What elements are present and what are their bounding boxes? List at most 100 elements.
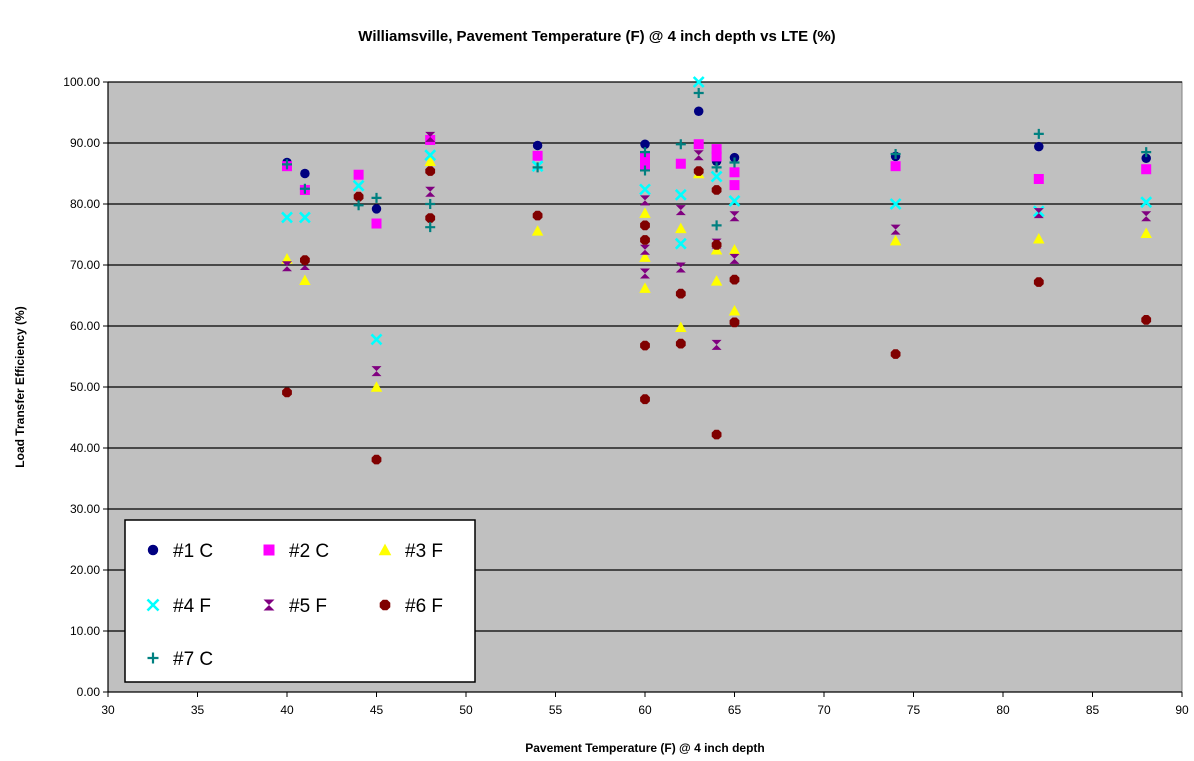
data-point — [693, 150, 704, 161]
x-tick-label: 60 — [638, 703, 652, 717]
data-point — [1141, 164, 1152, 175]
data-point — [281, 253, 293, 264]
data-point — [531, 225, 544, 236]
data-point — [1141, 153, 1151, 163]
data-point — [300, 168, 310, 179]
data-point — [729, 253, 740, 264]
data-point — [675, 338, 686, 349]
data-point — [640, 235, 650, 245]
data-point — [639, 207, 651, 218]
legend-marker — [147, 652, 159, 664]
data-point — [532, 210, 543, 221]
data-point — [693, 166, 704, 176]
data-point — [1033, 173, 1044, 184]
legend-label: #2 C — [289, 541, 329, 562]
legend-marker — [263, 599, 275, 611]
data-point — [728, 305, 741, 316]
data-point — [640, 195, 650, 206]
data-point — [640, 244, 650, 255]
legend-marker — [146, 598, 160, 612]
data-point — [1033, 128, 1044, 139]
y-tick-label: 50.00 — [70, 380, 100, 394]
y-tick-label: 10.00 — [70, 624, 100, 638]
y-tick-label: 90.00 — [70, 136, 100, 150]
data-point — [710, 170, 723, 183]
data-point — [1141, 211, 1152, 222]
legend-box — [124, 519, 476, 683]
data-point — [728, 195, 741, 207]
data-point — [1141, 315, 1152, 325]
data-point — [1033, 277, 1044, 287]
data-point — [693, 139, 704, 150]
data-point — [711, 144, 722, 155]
x-tick-label: 75 — [907, 703, 921, 717]
data-point — [299, 183, 310, 194]
data-point — [675, 262, 686, 273]
data-point — [729, 167, 740, 178]
y-tick-label: 60.00 — [70, 319, 100, 333]
data-point — [640, 220, 650, 231]
data-point — [281, 211, 293, 224]
data-point — [282, 387, 292, 398]
data-point — [424, 155, 436, 167]
data-point — [299, 274, 311, 285]
data-point — [371, 218, 382, 229]
legend: #1 C #2 C #3 F #4 F #5 F #6 F #7 C — [124, 519, 476, 683]
legend-marker — [147, 544, 159, 556]
data-point — [729, 211, 740, 222]
data-point — [640, 147, 650, 158]
data-point — [1033, 233, 1045, 244]
data-point — [890, 148, 901, 159]
data-point — [889, 198, 902, 210]
x-tick-label: 65 — [728, 703, 742, 717]
legend-label: #6 F — [405, 596, 443, 617]
data-point — [353, 200, 364, 211]
data-point — [674, 188, 687, 201]
data-point — [371, 454, 382, 465]
data-point — [639, 183, 651, 196]
data-point — [675, 139, 686, 150]
data-point — [675, 288, 686, 299]
data-point — [371, 366, 382, 377]
y-tick-label: 100.00 — [63, 75, 100, 89]
data-point — [675, 158, 686, 169]
data-point — [425, 222, 436, 233]
data-point — [370, 381, 383, 392]
x-axis-title: Pavement Temperature (F) @ 4 inch depth — [525, 741, 765, 755]
data-point — [1034, 141, 1044, 152]
x-tick-label: 45 — [370, 703, 384, 717]
legend-label: #1 C — [173, 541, 213, 562]
legend-label: #7 C — [173, 649, 213, 670]
y-axis-ticks: 0.00 10.00 20.00 30.00 40.00 50.00 60.00 70.00 8… — [63, 75, 108, 699]
data-point — [352, 179, 365, 192]
data-point — [692, 76, 705, 88]
data-point — [1140, 196, 1153, 209]
series-4f — [281, 76, 1153, 346]
data-point — [282, 261, 292, 272]
x-tick-label: 30 — [101, 703, 115, 717]
x-axis-ticks: 30 35 40 45 50 55 60 65 70 75 80 85 90 — [101, 692, 1189, 717]
x-tick-label: 85 — [1086, 703, 1100, 717]
data-point — [711, 240, 722, 250]
y-tick-label: 80.00 — [70, 197, 100, 211]
legend-marker — [378, 543, 392, 556]
data-point — [300, 255, 310, 265]
data-point — [532, 150, 543, 161]
x-tick-label: 35 — [191, 703, 205, 717]
data-point — [1140, 227, 1152, 239]
data-point — [424, 149, 437, 162]
legend-marker — [263, 544, 275, 556]
data-point — [890, 224, 901, 235]
data-point — [1033, 208, 1044, 219]
legend-label: #5 F — [289, 596, 327, 617]
legend-marker — [379, 599, 391, 611]
data-point — [675, 205, 686, 216]
data-point — [639, 251, 651, 262]
data-point — [371, 204, 382, 214]
data-point — [890, 349, 901, 359]
data-point — [693, 87, 704, 98]
x-tick-label: 50 — [459, 703, 473, 717]
data-point — [282, 159, 292, 170]
data-point — [532, 162, 543, 173]
